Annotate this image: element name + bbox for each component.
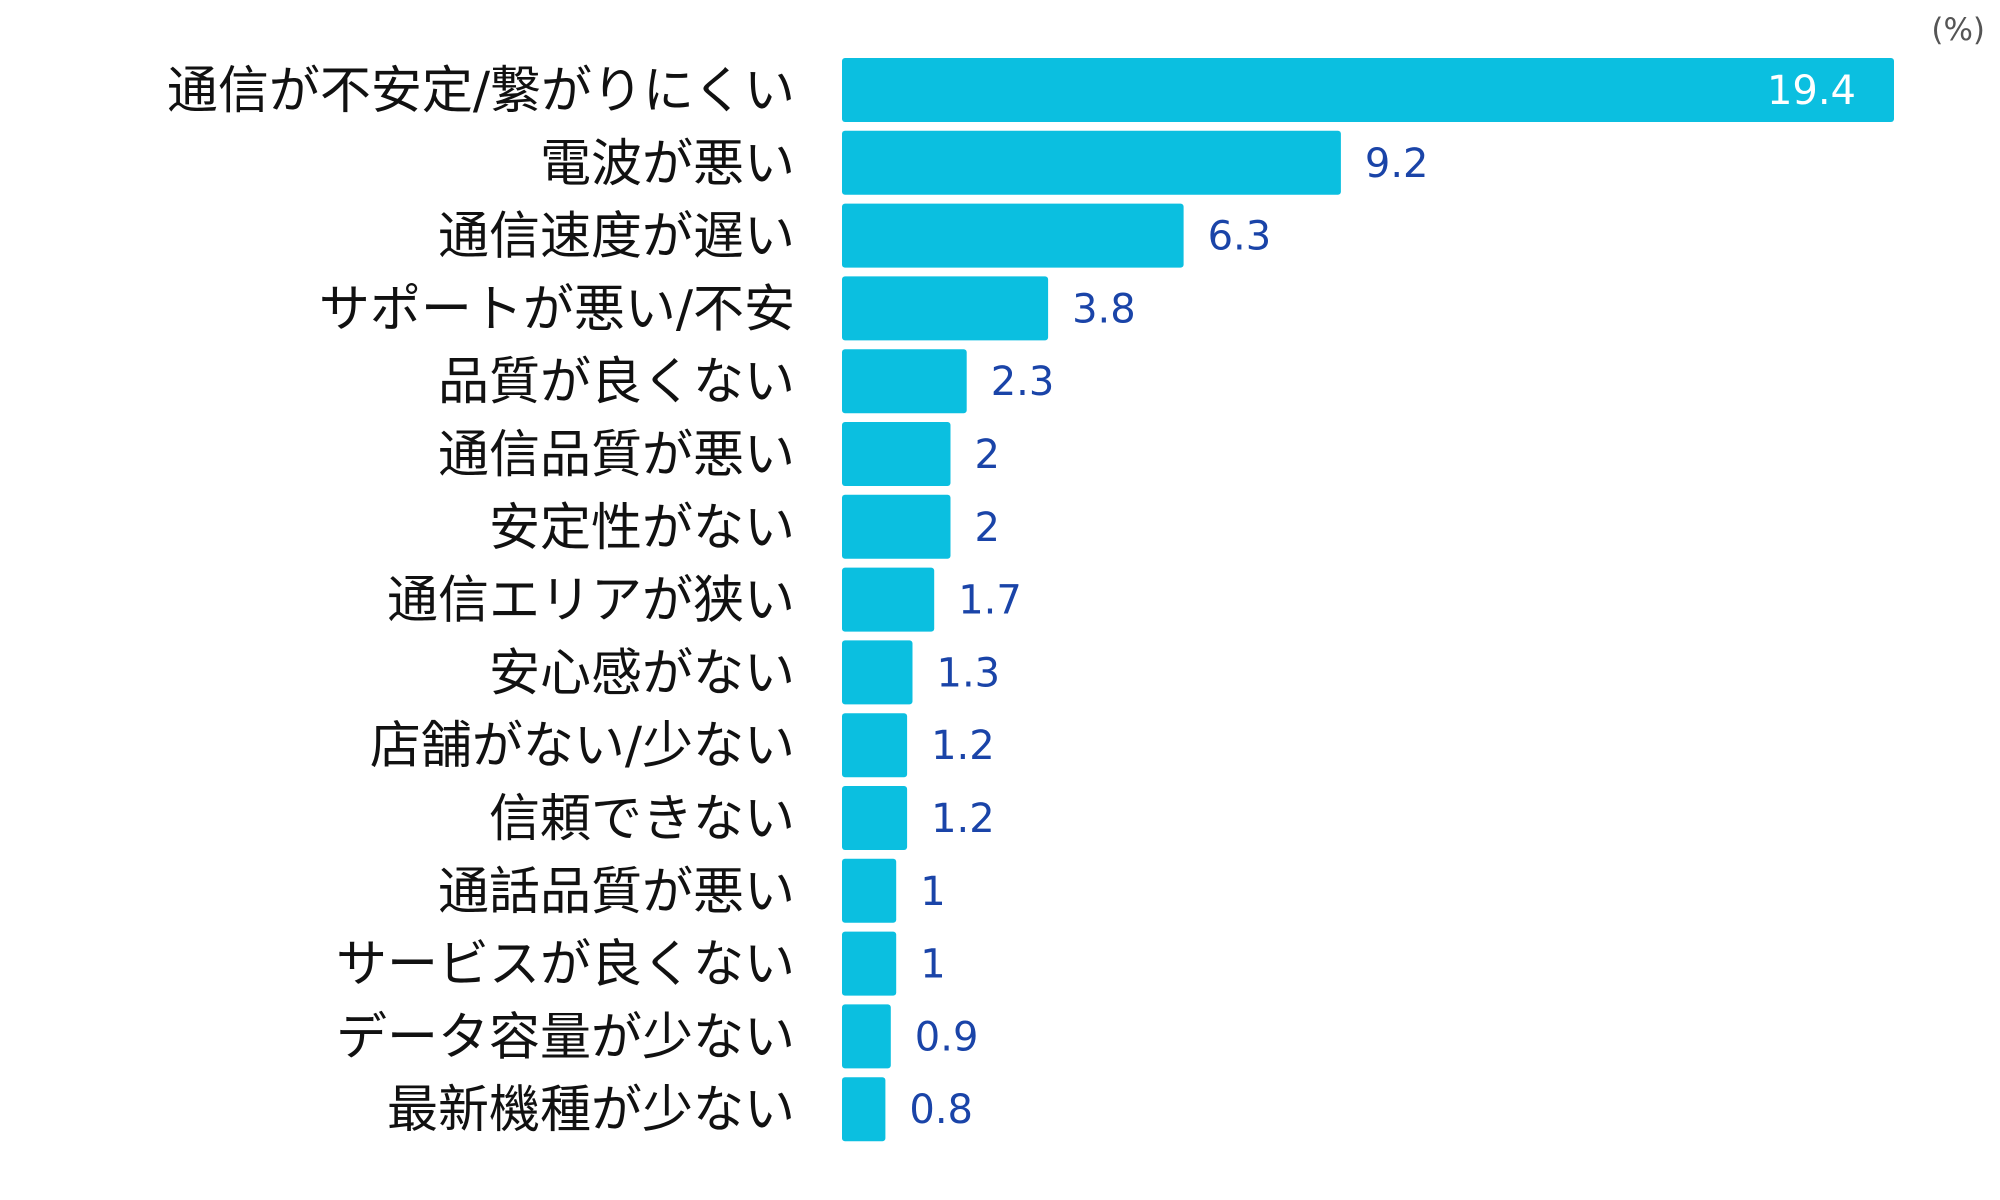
category-label-3: サポートが悪い/不安 bbox=[319, 280, 795, 339]
bar-0 bbox=[842, 58, 1894, 122]
value-label-8: 1.3 bbox=[937, 650, 1001, 696]
category-label-2: 通信速度が遅い bbox=[438, 208, 795, 267]
bar-2 bbox=[842, 203, 1184, 268]
bar-3 bbox=[842, 276, 1049, 341]
value-label-1: 9.2 bbox=[1365, 141, 1429, 187]
bar-9 bbox=[842, 713, 908, 778]
bar-4 bbox=[842, 349, 967, 414]
category-label-9: 店舗がない/少ない bbox=[370, 717, 795, 776]
value-label-0: 19.4 bbox=[1767, 68, 1856, 114]
bar-12 bbox=[842, 931, 897, 996]
value-label-6: 2 bbox=[975, 505, 1000, 551]
bar-7 bbox=[842, 567, 935, 632]
category-label-6: 安定性がない bbox=[489, 499, 795, 558]
bar-10 bbox=[842, 786, 908, 850]
category-label-1: 電波が悪い bbox=[540, 135, 795, 194]
value-label-7: 1.7 bbox=[958, 578, 1022, 624]
category-label-11: 通話品質が悪い bbox=[438, 863, 795, 922]
value-label-5: 2 bbox=[975, 432, 1000, 478]
bar-6 bbox=[842, 494, 951, 559]
value-label-4: 2.3 bbox=[991, 359, 1055, 405]
bar-5 bbox=[842, 422, 951, 486]
category-label-5: 通信品質が悪い bbox=[438, 426, 795, 485]
category-label-13: データ容量が少ない bbox=[336, 1008, 795, 1067]
bar-11 bbox=[842, 858, 897, 923]
category-labels-layer: 通信が不安定/繋がりにくい電波が悪い通信速度が遅いサポートが悪い/不安品質が良く… bbox=[167, 62, 795, 1140]
category-label-12: サービスが良くない bbox=[336, 936, 795, 995]
value-label-12: 1 bbox=[920, 942, 945, 988]
bar-13 bbox=[842, 1004, 891, 1069]
value-label-9: 1.2 bbox=[931, 723, 995, 769]
bar-14 bbox=[842, 1077, 886, 1142]
category-label-14: 最新機種が少ない bbox=[387, 1081, 795, 1140]
value-label-14: 0.8 bbox=[909, 1087, 973, 1133]
category-label-4: 品質が良くない bbox=[438, 353, 795, 412]
value-label-13: 0.9 bbox=[915, 1014, 979, 1060]
value-label-10: 1.2 bbox=[931, 796, 995, 842]
category-label-10: 信頼できない bbox=[489, 790, 795, 849]
bar-8 bbox=[842, 640, 913, 705]
category-label-8: 安心感がない bbox=[489, 644, 795, 703]
value-label-11: 1 bbox=[920, 869, 945, 915]
value-label-3: 3.8 bbox=[1072, 286, 1136, 332]
value-labels-layer: 19.4 9.2 6.3 3.8 2.3 2 2 1.7 1.3 1.2 1.2 1 1 0.9 0.8 bbox=[909, 68, 1856, 1133]
category-label-7: 通信エリアが狭い bbox=[387, 572, 795, 631]
category-label-0: 通信が不安定/繋がりにくい bbox=[167, 62, 795, 121]
unit-label: (%) bbox=[1931, 12, 1985, 48]
bars-layer bbox=[842, 58, 1894, 1142]
bar-1 bbox=[842, 130, 1341, 195]
value-label-2: 6.3 bbox=[1208, 214, 1272, 260]
